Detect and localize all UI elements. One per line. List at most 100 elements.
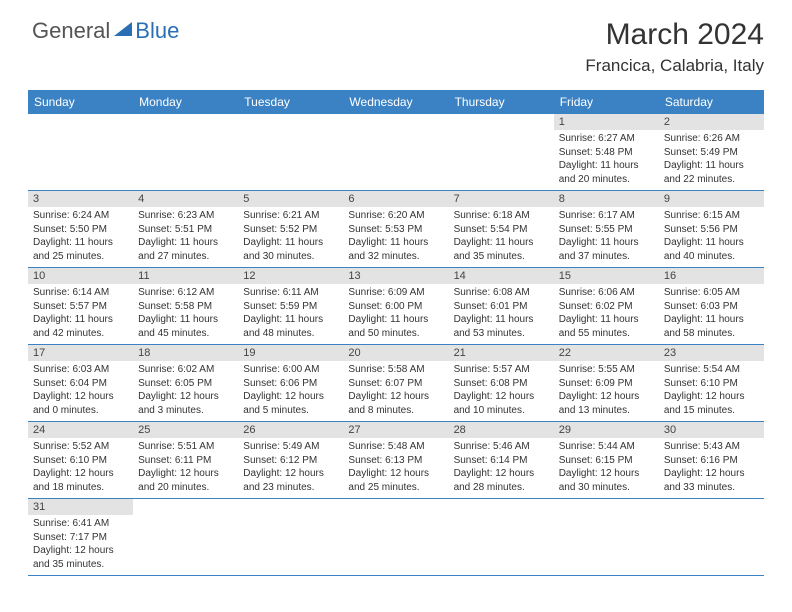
day-number: 31	[28, 499, 133, 515]
daylight-text: Daylight: 12 hours and 35 minutes.	[33, 544, 128, 571]
daylight-text: Daylight: 11 hours and 40 minutes.	[664, 236, 759, 263]
sunrise-text: Sunrise: 5:46 AM	[454, 440, 549, 454]
day-number: 4	[133, 191, 238, 207]
day-number: 19	[238, 345, 343, 361]
empty-cell	[343, 114, 448, 191]
empty-cell	[449, 114, 554, 191]
day-number: 11	[133, 268, 238, 284]
empty-cell	[133, 114, 238, 191]
day-cell: 28Sunrise: 5:46 AMSunset: 6:14 PMDayligh…	[449, 422, 554, 499]
day-cell: 21Sunrise: 5:57 AMSunset: 6:08 PMDayligh…	[449, 345, 554, 422]
sunrise-text: Sunrise: 6:26 AM	[664, 132, 759, 146]
sunset-text: Sunset: 5:48 PM	[559, 146, 654, 160]
calendar-row: 31Sunrise: 6:41 AMSunset: 7:17 PMDayligh…	[28, 499, 764, 576]
daylight-text: Daylight: 12 hours and 3 minutes.	[138, 390, 233, 417]
day-cell: 14Sunrise: 6:08 AMSunset: 6:01 PMDayligh…	[449, 268, 554, 345]
sunset-text: Sunset: 6:06 PM	[243, 377, 338, 391]
daylight-text: Daylight: 12 hours and 18 minutes.	[33, 467, 128, 494]
calendar-row: 1Sunrise: 6:27 AMSunset: 5:48 PMDaylight…	[28, 114, 764, 191]
sunrise-text: Sunrise: 6:03 AM	[33, 363, 128, 377]
day-cell: 20Sunrise: 5:58 AMSunset: 6:07 PMDayligh…	[343, 345, 448, 422]
day-cell: 30Sunrise: 5:43 AMSunset: 6:16 PMDayligh…	[659, 422, 764, 499]
location-text: Francica, Calabria, Italy	[585, 56, 764, 76]
sunset-text: Sunset: 5:50 PM	[33, 223, 128, 237]
daylight-text: Daylight: 11 hours and 50 minutes.	[348, 313, 443, 340]
day-number: 16	[659, 268, 764, 284]
daylight-text: Daylight: 11 hours and 53 minutes.	[454, 313, 549, 340]
day-details: Sunrise: 6:08 AMSunset: 6:01 PMDaylight:…	[449, 284, 554, 344]
brand-part1: General	[32, 18, 110, 44]
sunset-text: Sunset: 5:55 PM	[559, 223, 654, 237]
day-number: 26	[238, 422, 343, 438]
page-title: March 2024	[585, 18, 764, 52]
sunset-text: Sunset: 5:52 PM	[243, 223, 338, 237]
daylight-text: Daylight: 12 hours and 25 minutes.	[348, 467, 443, 494]
day-number: 12	[238, 268, 343, 284]
empty-cell	[449, 499, 554, 576]
calendar-row: 10Sunrise: 6:14 AMSunset: 5:57 PMDayligh…	[28, 268, 764, 345]
brand-part2: Blue	[135, 18, 179, 44]
day-number: 9	[659, 191, 764, 207]
sunrise-text: Sunrise: 5:48 AM	[348, 440, 443, 454]
day-cell: 1Sunrise: 6:27 AMSunset: 5:48 PMDaylight…	[554, 114, 659, 191]
sunset-text: Sunset: 6:13 PM	[348, 454, 443, 468]
sunrise-text: Sunrise: 5:58 AM	[348, 363, 443, 377]
sunrise-text: Sunrise: 6:11 AM	[243, 286, 338, 300]
weekday-header: Tuesday	[238, 90, 343, 114]
empty-cell	[238, 114, 343, 191]
day-number: 29	[554, 422, 659, 438]
day-cell: 10Sunrise: 6:14 AMSunset: 5:57 PMDayligh…	[28, 268, 133, 345]
day-cell: 19 Sunrise: 6:00 AMSunset: 6:06 PMDayligh…	[238, 345, 343, 422]
weekday-header: Wednesday	[343, 90, 448, 114]
day-details: Sunrise: 5:44 AMSunset: 6:15 PMDaylight:…	[554, 438, 659, 498]
day-cell: 24Sunrise: 5:52 AMSunset: 6:10 PMDayligh…	[28, 422, 133, 499]
day-number: 8	[554, 191, 659, 207]
day-details: Sunrise: 6:23 AMSunset: 5:51 PMDaylight:…	[133, 207, 238, 267]
day-cell: 17Sunrise: 6:03 AMSunset: 6:04 PMDayligh…	[28, 345, 133, 422]
day-details: Sunrise: 6:14 AMSunset: 5:57 PMDaylight:…	[28, 284, 133, 344]
day-cell: 8Sunrise: 6:17 AMSunset: 5:55 PMDaylight…	[554, 191, 659, 268]
sunset-text: Sunset: 5:59 PM	[243, 300, 338, 314]
title-block: March 2024 Francica, Calabria, Italy	[585, 18, 764, 76]
day-details: Sunrise: 5:57 AMSunset: 6:08 PMDaylight:…	[449, 361, 554, 421]
calendar-row: 24Sunrise: 5:52 AMSunset: 6:10 PMDayligh…	[28, 422, 764, 499]
daylight-text: Daylight: 11 hours and 35 minutes.	[454, 236, 549, 263]
sunset-text: Sunset: 5:56 PM	[664, 223, 759, 237]
weekday-header: Saturday	[659, 90, 764, 114]
day-cell: 27 Sunrise: 5:48 AMSunset: 6:13 PMDayligh…	[343, 422, 448, 499]
day-cell: 9 Sunrise: 6:15 AMSunset: 5:56 PMDaylight…	[659, 191, 764, 268]
day-details: Sunrise: 6:12 AMSunset: 5:58 PMDaylight:…	[133, 284, 238, 344]
daylight-text: Daylight: 11 hours and 27 minutes.	[138, 236, 233, 263]
daylight-text: Daylight: 11 hours and 48 minutes.	[243, 313, 338, 340]
day-details: Sunrise: 5:46 AMSunset: 6:14 PMDaylight:…	[449, 438, 554, 498]
sunrise-text: Sunrise: 6:24 AM	[33, 209, 128, 223]
sunrise-text: Sunrise: 6:02 AM	[138, 363, 233, 377]
sunset-text: Sunset: 6:09 PM	[559, 377, 654, 391]
day-number: 27	[343, 422, 448, 438]
sunset-text: Sunset: 5:57 PM	[33, 300, 128, 314]
sail-icon	[112, 20, 134, 38]
sunrise-text: Sunrise: 6:41 AM	[33, 517, 128, 531]
sunset-text: Sunset: 6:10 PM	[664, 377, 759, 391]
day-cell: 29Sunrise: 5:44 AMSunset: 6:15 PMDayligh…	[554, 422, 659, 499]
sunrise-text: Sunrise: 6:00 AM	[243, 363, 338, 377]
day-number: 15	[554, 268, 659, 284]
day-cell: 31Sunrise: 6:41 AMSunset: 7:17 PMDayligh…	[28, 499, 133, 576]
sunset-text: Sunset: 6:12 PM	[243, 454, 338, 468]
day-details: Sunrise: 6:27 AMSunset: 5:48 PMDaylight:…	[554, 130, 659, 190]
daylight-text: Daylight: 12 hours and 33 minutes.	[664, 467, 759, 494]
sunset-text: Sunset: 6:03 PM	[664, 300, 759, 314]
weekday-header: Friday	[554, 90, 659, 114]
daylight-text: Daylight: 12 hours and 5 minutes.	[243, 390, 338, 417]
day-details: Sunrise: 5:55 AMSunset: 6:09 PMDaylight:…	[554, 361, 659, 421]
empty-cell	[343, 499, 448, 576]
daylight-text: Daylight: 11 hours and 45 minutes.	[138, 313, 233, 340]
day-number: 6	[343, 191, 448, 207]
sunset-text: Sunset: 6:16 PM	[664, 454, 759, 468]
sunrise-text: Sunrise: 5:54 AM	[664, 363, 759, 377]
weekday-header: Sunday	[28, 90, 133, 114]
sunrise-text: Sunrise: 6:15 AM	[664, 209, 759, 223]
day-details: Sunrise: 5:52 AMSunset: 6:10 PMDaylight:…	[28, 438, 133, 498]
day-cell: 23Sunrise: 5:54 AMSunset: 6:10 PMDayligh…	[659, 345, 764, 422]
daylight-text: Daylight: 11 hours and 42 minutes.	[33, 313, 128, 340]
